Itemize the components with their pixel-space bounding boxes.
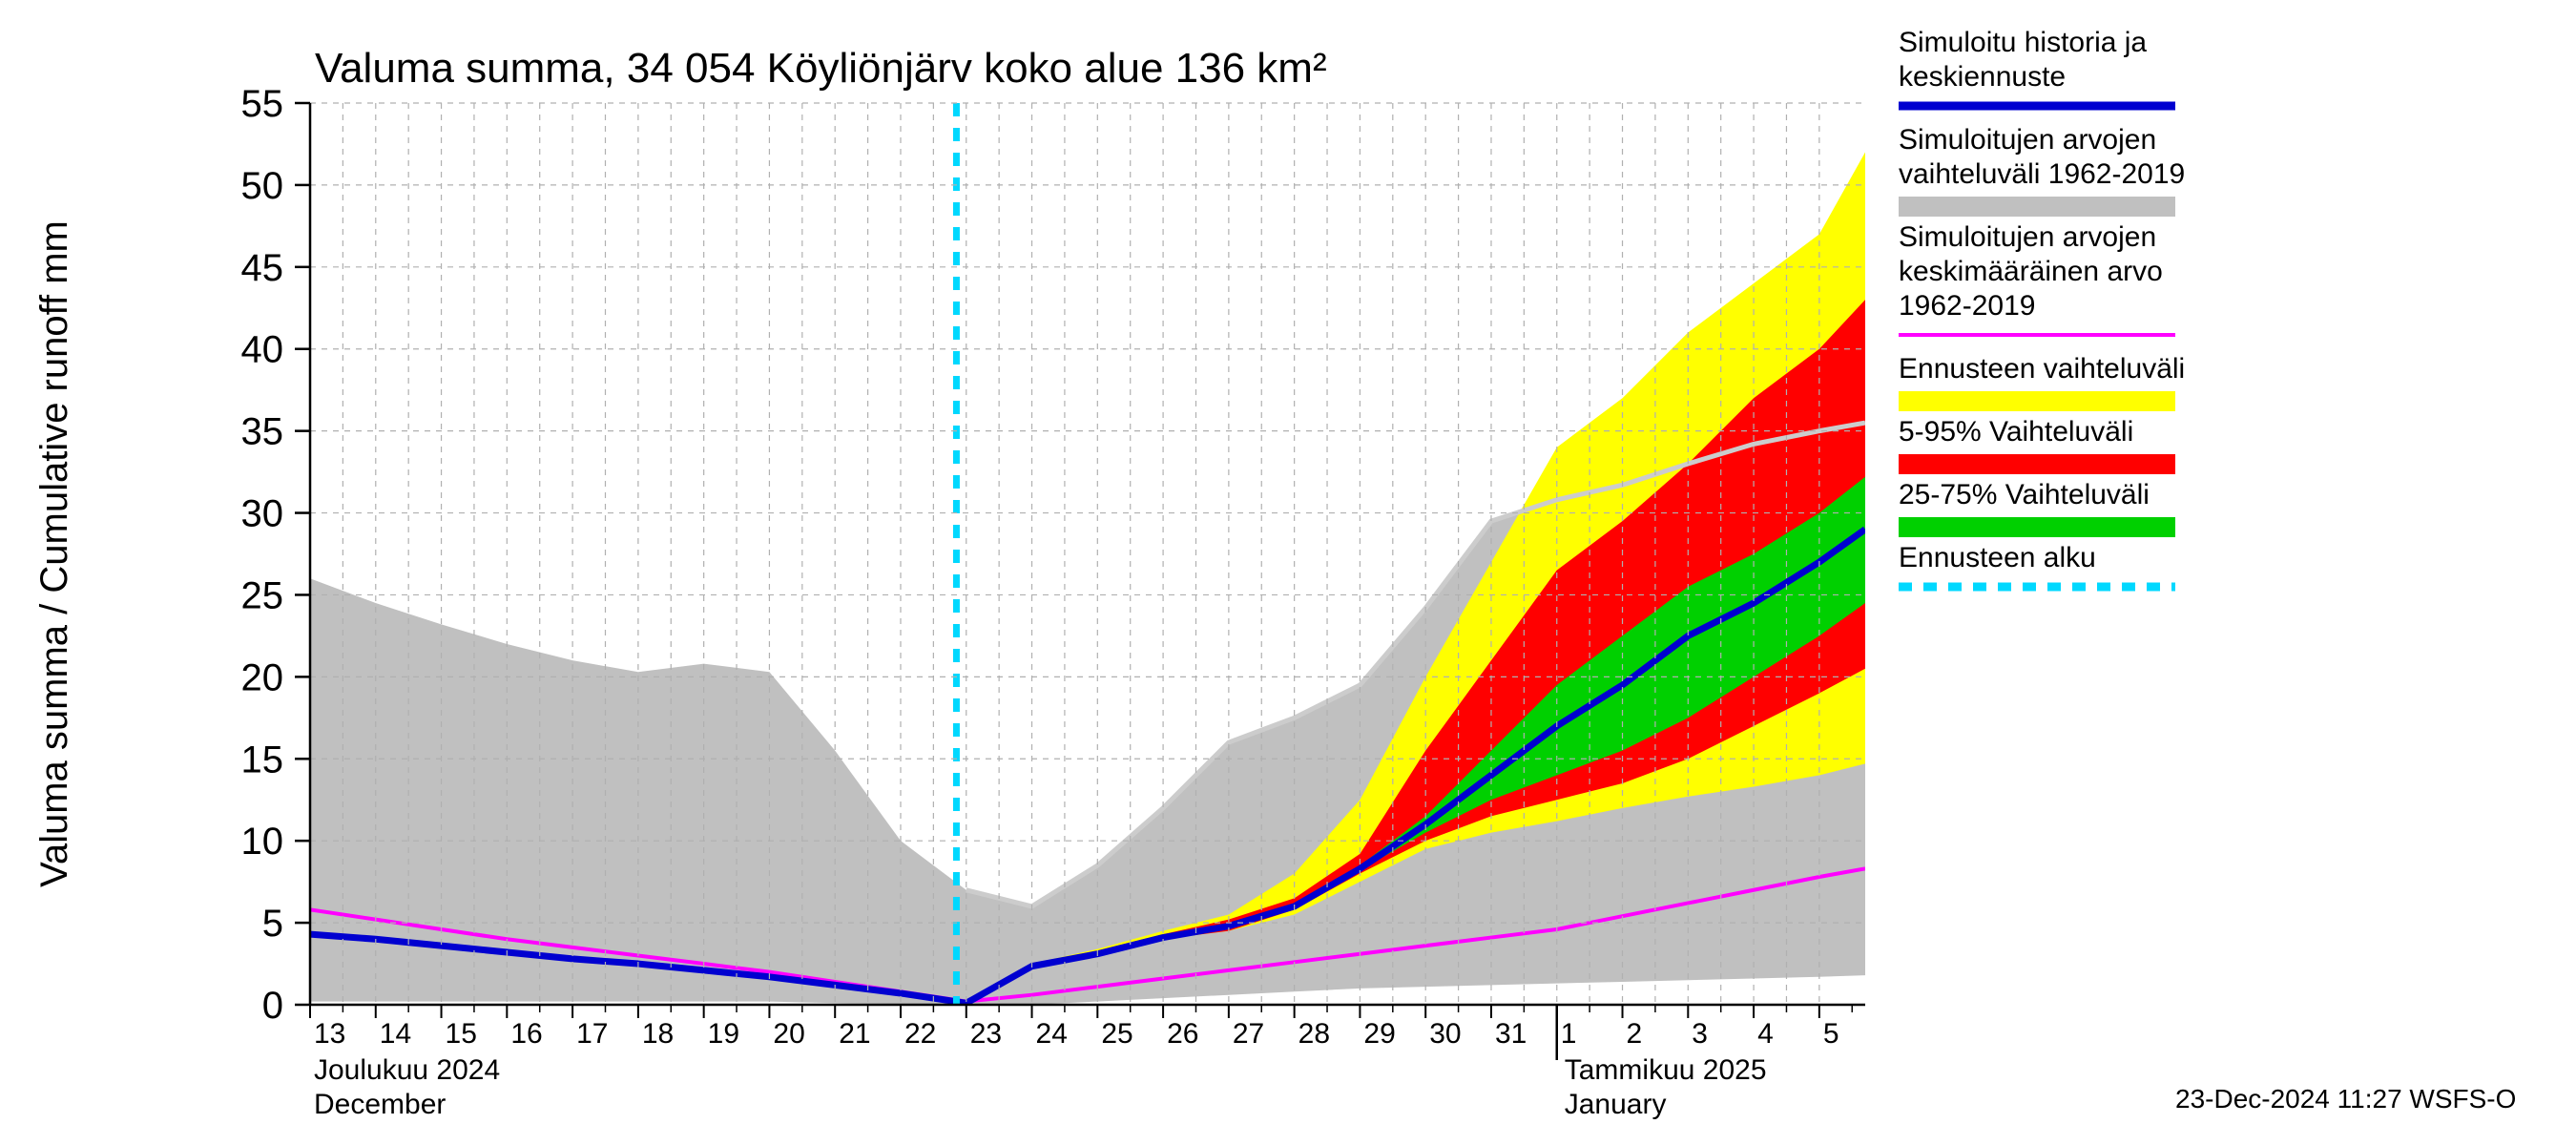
x-tick-label: 14 <box>380 1018 411 1050</box>
legend-swatch <box>1899 454 2175 474</box>
legend-label: Ennusteen alku <box>1899 542 2096 573</box>
legend-swatch <box>1899 517 2175 537</box>
y-tick-label: 40 <box>241 329 284 371</box>
x-tick-label: 26 <box>1167 1018 1198 1050</box>
legend-label: Ennusteen vaihteluväli <box>1899 353 2185 385</box>
legend-label: Simuloitu historia ja <box>1899 27 2147 58</box>
x-tick-label: 13 <box>314 1018 345 1050</box>
y-tick-label: 0 <box>262 985 283 1027</box>
y-tick-label: 15 <box>241 739 284 781</box>
x-tick-label: 4 <box>1757 1018 1774 1050</box>
month-label-2-fi: Tammikuu 2025 <box>1565 1054 1767 1086</box>
x-tick-label: 15 <box>446 1018 477 1050</box>
chart-svg: 0510152025303540455055131415161718192021… <box>0 0 2576 1145</box>
chart-footer: 23-Dec-2024 11:27 WSFS-O <box>2175 1084 2516 1114</box>
y-axis-label: Valuma summa / Cumulative runoff mm <box>33 220 75 887</box>
x-tick-label: 22 <box>904 1018 936 1050</box>
x-tick-label: 31 <box>1495 1018 1527 1050</box>
legend-label: keskiennuste <box>1899 61 2066 93</box>
x-tick-label: 20 <box>773 1018 804 1050</box>
x-tick-label: 29 <box>1363 1018 1395 1050</box>
x-tick-label: 25 <box>1101 1018 1132 1050</box>
month-label-2-en: January <box>1565 1089 1667 1120</box>
x-tick-label: 28 <box>1298 1018 1330 1050</box>
x-tick-label: 30 <box>1429 1018 1461 1050</box>
legend-label: Simuloitujen arvojen <box>1899 124 2156 156</box>
month-label-1-fi: Joulukuu 2024 <box>314 1054 500 1086</box>
legend-label: 1962-2019 <box>1899 290 2035 322</box>
legend-label: 25-75% Vaihteluväli <box>1899 479 2150 510</box>
legend-swatch <box>1899 391 2175 411</box>
y-tick-label: 45 <box>241 247 284 289</box>
x-tick-label: 17 <box>576 1018 608 1050</box>
y-tick-label: 55 <box>241 83 284 125</box>
y-tick-label: 30 <box>241 493 284 535</box>
y-tick-label: 10 <box>241 821 284 863</box>
legend-label: keskimääräinen arvo <box>1899 256 2163 287</box>
y-tick-label: 20 <box>241 656 284 698</box>
y-tick-label: 50 <box>241 165 284 207</box>
legend-label: 5-95% Vaihteluväli <box>1899 416 2133 448</box>
x-tick-label: 16 <box>510 1018 542 1050</box>
month-label-1-en: December <box>314 1089 446 1120</box>
x-tick-label: 24 <box>1036 1018 1068 1050</box>
x-tick-label: 27 <box>1233 1018 1264 1050</box>
x-tick-label: 1 <box>1561 1018 1577 1050</box>
y-tick-label: 35 <box>241 411 284 453</box>
y-tick-label: 5 <box>262 903 283 945</box>
x-tick-label: 18 <box>642 1018 674 1050</box>
x-tick-label: 23 <box>970 1018 1002 1050</box>
x-tick-label: 3 <box>1692 1018 1708 1050</box>
x-tick-label: 2 <box>1627 1018 1643 1050</box>
x-tick-label: 21 <box>839 1018 870 1050</box>
chart-container: 0510152025303540455055131415161718192021… <box>0 0 2576 1145</box>
legend-label: Simuloitujen arvojen <box>1899 221 2156 253</box>
x-tick-label: 19 <box>708 1018 739 1050</box>
legend-swatch <box>1899 197 2175 217</box>
chart-title: Valuma summa, 34 054 Köyliönjärv koko al… <box>315 45 1327 92</box>
x-tick-label: 5 <box>1823 1018 1839 1050</box>
legend-label: vaihteluväli 1962-2019 <box>1899 158 2185 190</box>
y-tick-label: 25 <box>241 574 284 616</box>
